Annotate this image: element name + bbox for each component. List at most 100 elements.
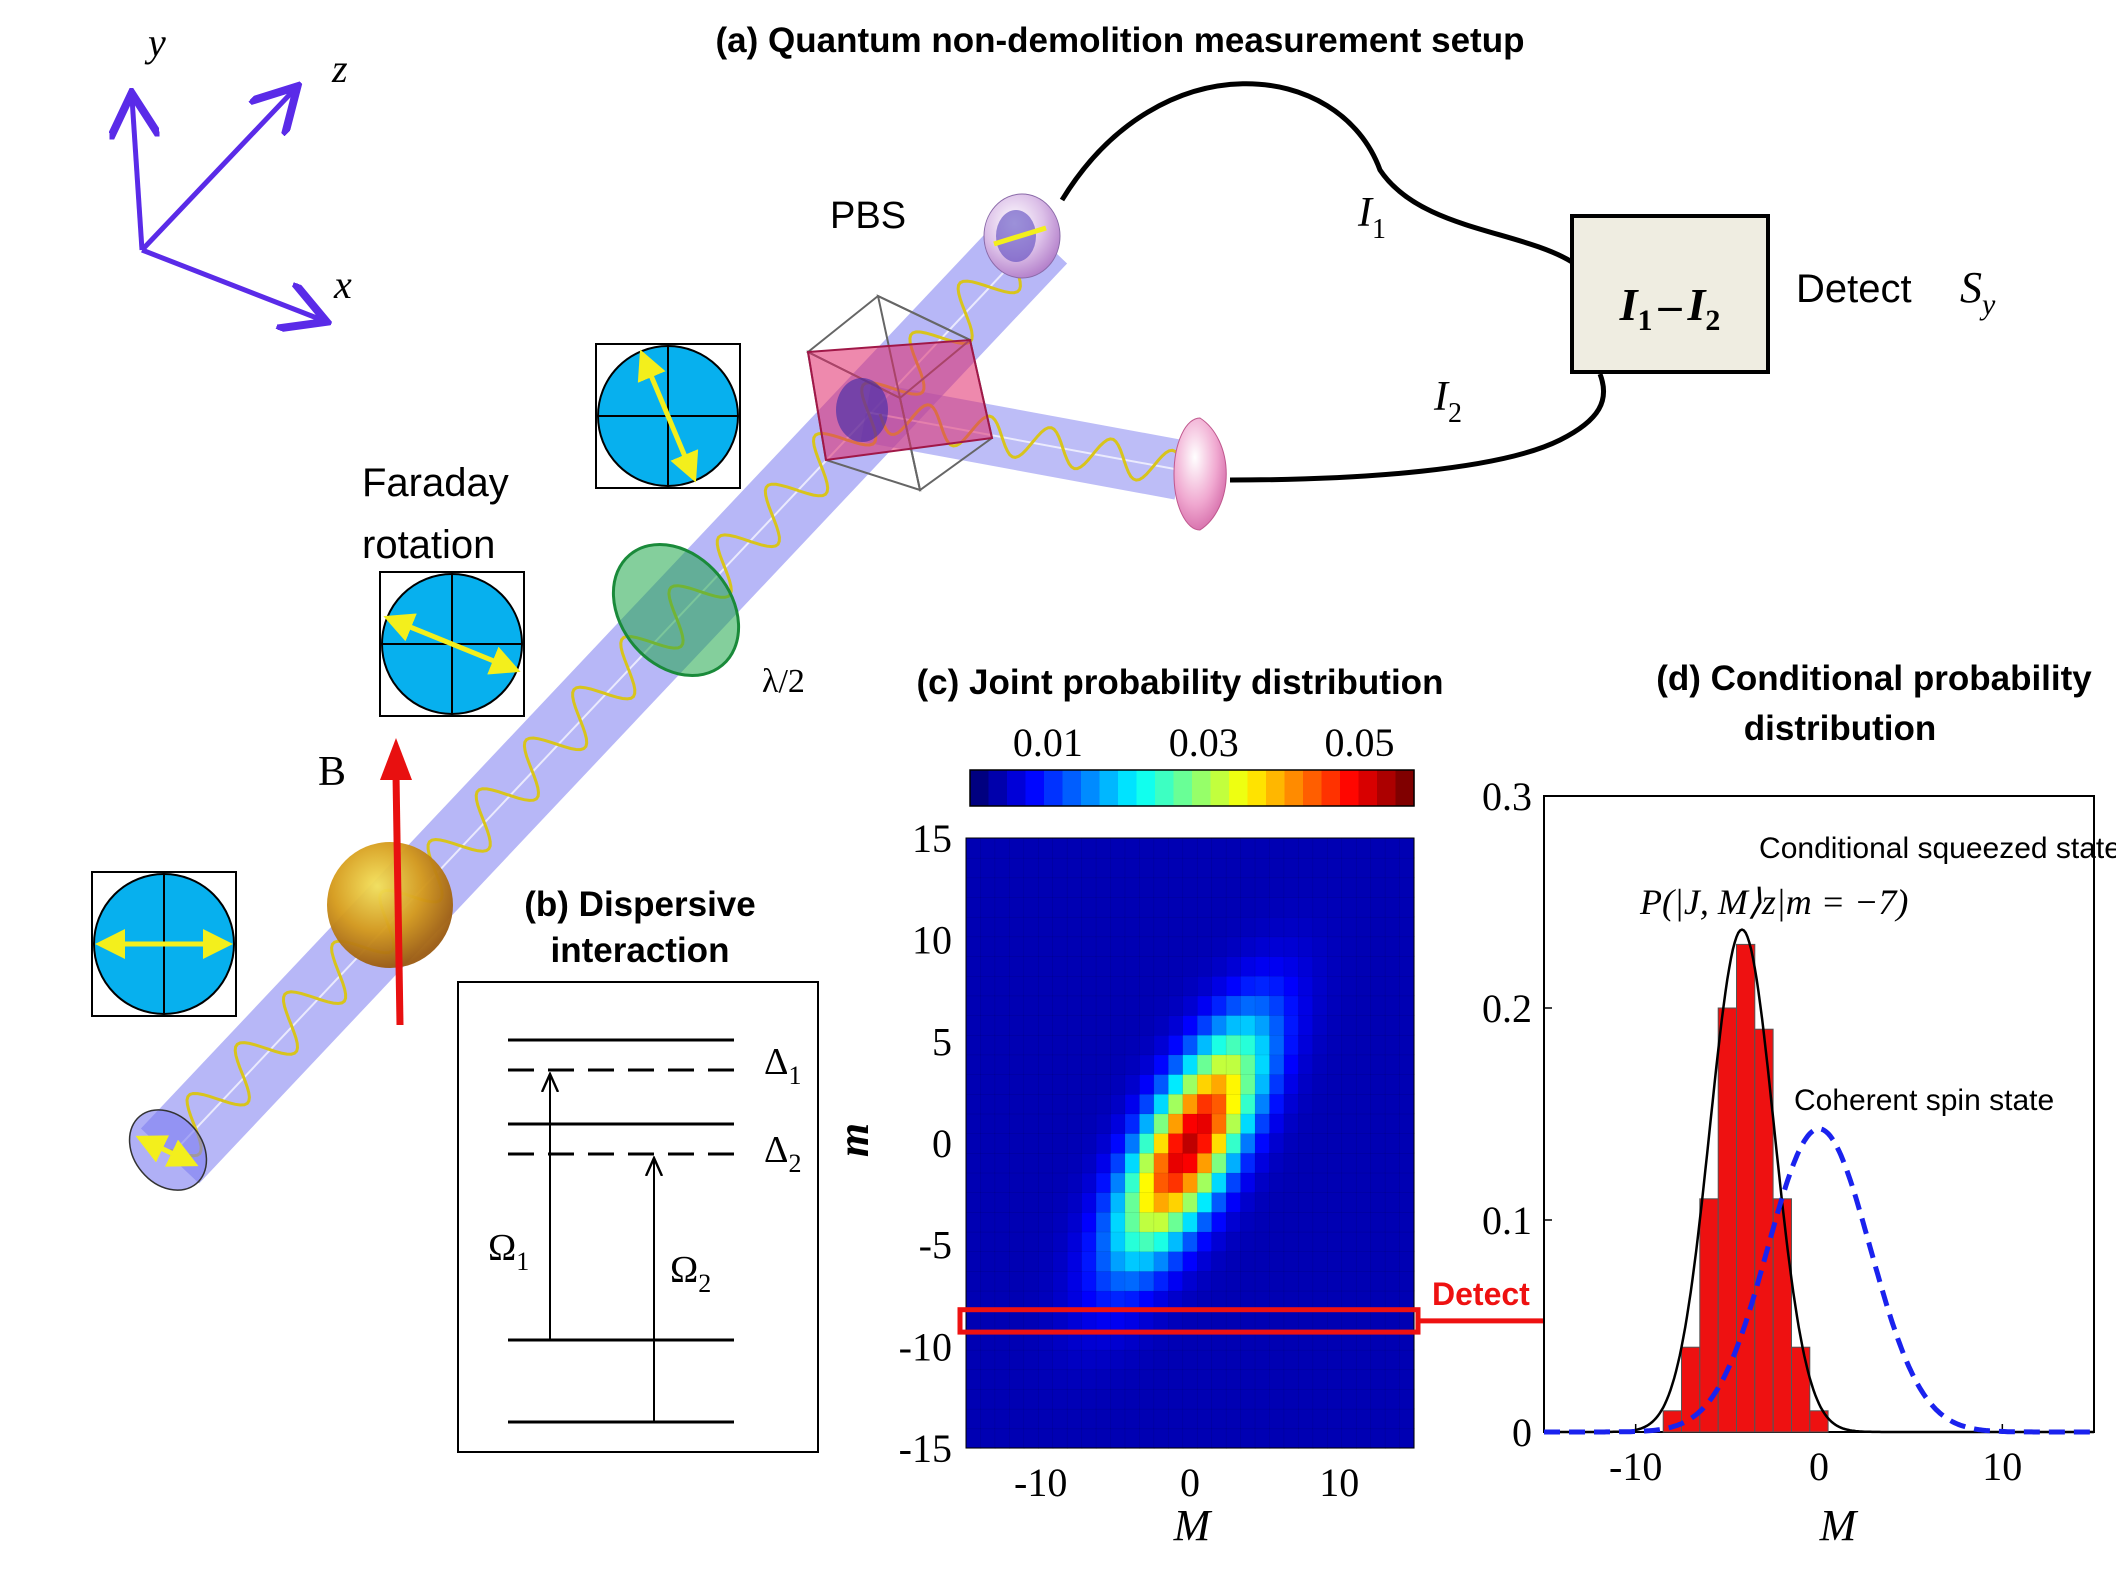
heatmap-cell	[1254, 1231, 1271, 1252]
heatmap-cell	[965, 1073, 982, 1095]
heatmap-cell	[1182, 1191, 1198, 1213]
heatmap-cell	[1139, 1369, 1155, 1390]
heatmap-cell	[1066, 857, 1083, 879]
colorbar-swatch	[1173, 770, 1193, 806]
heatmap-cell	[1110, 1113, 1126, 1134]
heatmap-cell	[1066, 1231, 1083, 1252]
heatmap-cell	[1269, 1369, 1285, 1390]
heatmap-cell	[1081, 995, 1097, 1016]
heatmap-cell	[1370, 877, 1386, 898]
heatmap-cell	[1355, 1152, 1372, 1174]
heatmap-cell	[1283, 1369, 1300, 1390]
heatmap-cell	[1139, 1113, 1155, 1134]
heatmap-cell	[1327, 916, 1343, 938]
heatmap-cell	[1168, 1093, 1184, 1115]
heatmap-cell	[1038, 975, 1054, 997]
heatmap-cell	[1370, 1369, 1386, 1390]
heatmap-cell	[980, 1270, 996, 1292]
heatmap-cell	[1052, 1349, 1068, 1371]
input-polarization-disk	[128, 1109, 208, 1191]
colorbar-swatch	[1395, 770, 1415, 806]
heatmap-cell	[1052, 1093, 1068, 1115]
heatmap-cell	[1168, 1132, 1184, 1154]
heatmap-cell	[1283, 1034, 1300, 1056]
y-tick-label: 10	[912, 918, 952, 963]
omega2-label: Ω2	[670, 1249, 711, 1298]
colorbar-frame	[969, 769, 1415, 807]
heatmap-cell	[1399, 916, 1415, 938]
heatmap-cell	[1370, 1211, 1386, 1233]
colorbar-swatch	[1155, 770, 1175, 806]
heatmap-cell	[1327, 1113, 1343, 1134]
heatmap-cell	[1139, 1270, 1155, 1292]
heatmap-cell	[1168, 1172, 1184, 1193]
heatmap-cell	[1283, 975, 1300, 997]
heatmap-cell	[1269, 1093, 1285, 1115]
heatmap-cell	[994, 1113, 1011, 1134]
heatmap-cell	[1269, 1191, 1285, 1213]
x-axis-arrow	[141, 247, 322, 320]
heatmap-cell	[1384, 1428, 1401, 1449]
heatmap-cell	[1370, 916, 1386, 938]
heatmap-cell	[1095, 916, 1112, 938]
heatmap-cell	[1052, 1034, 1068, 1056]
colorbar-swatch	[1321, 770, 1341, 806]
heatmap-cell	[1153, 857, 1170, 879]
heatmap-cell	[1124, 1270, 1141, 1292]
heatmap-cell	[1298, 955, 1314, 977]
heatmap-cell	[1139, 1014, 1155, 1036]
heatmap-cell	[1269, 1054, 1285, 1075]
delta2-label: Δ2	[764, 1129, 801, 1178]
heatmap-cell	[1081, 1172, 1097, 1193]
heatmap-cell	[1355, 936, 1372, 957]
heatmap-cell	[1182, 1113, 1198, 1134]
heatmap-cell	[1124, 1014, 1141, 1036]
heatmap-cell	[1182, 1034, 1198, 1056]
heatmap-cell	[1211, 1191, 1227, 1213]
heatmap-cell	[1110, 1231, 1126, 1252]
heatmap-cell	[1269, 1132, 1285, 1154]
heatmap-cell	[1384, 1369, 1401, 1390]
heatmap-cell	[1370, 1231, 1386, 1252]
x-tick-label: 0	[1809, 1444, 1829, 1489]
heatmap-cell	[1182, 936, 1198, 957]
heatmap-cell	[1327, 1152, 1343, 1174]
heatmap-cell	[1283, 1408, 1300, 1430]
heatmap-cell	[1196, 1132, 1213, 1154]
heatmap-cell	[980, 1054, 996, 1075]
heatmap-cell	[1269, 1172, 1285, 1193]
heatmap-cell	[1081, 1054, 1097, 1075]
heatmap-cell	[1370, 857, 1386, 879]
heatmap-cell	[965, 1093, 982, 1115]
heatmap-cell	[1182, 857, 1198, 879]
heatmap-cell	[1341, 955, 1357, 977]
heatmap-cell	[1081, 1211, 1097, 1233]
panel-d-title-2: distribution	[1744, 709, 1936, 748]
heatmap-cell	[1327, 975, 1343, 997]
heatmap-cell	[1240, 1388, 1256, 1410]
heatmap-cell	[1211, 1172, 1227, 1193]
heatmap-cell	[1225, 1270, 1242, 1292]
heatmap-cell	[1254, 877, 1271, 898]
heatmap-cell	[1052, 955, 1068, 977]
heatmap-cell	[1269, 1270, 1285, 1292]
heatmap-cell	[1225, 916, 1242, 938]
heatmap-cell	[1110, 1014, 1126, 1036]
heatmap-cell	[1254, 1408, 1271, 1430]
heatmap-cell	[980, 1231, 996, 1252]
heatmap-cell	[994, 1211, 1011, 1233]
heatmap-cell	[980, 1093, 996, 1115]
pbs-label: PBS	[830, 195, 906, 237]
heatmap-cell	[1095, 955, 1112, 977]
heatmap-cell	[1225, 1310, 1242, 1331]
heatmap-cell	[1341, 896, 1357, 918]
heatmap-cell	[1399, 1250, 1415, 1272]
wire-2	[1229, 373, 1607, 483]
heatmap-cell	[1355, 1349, 1372, 1371]
heatmap-cell	[1341, 1211, 1357, 1233]
heatmap-cell	[1182, 1428, 1198, 1449]
heatmap-cell	[1370, 1014, 1386, 1036]
y-tick-label: 0	[932, 1121, 952, 1166]
heatmap-cell	[1124, 857, 1141, 879]
heatmap-cell	[1095, 857, 1112, 879]
